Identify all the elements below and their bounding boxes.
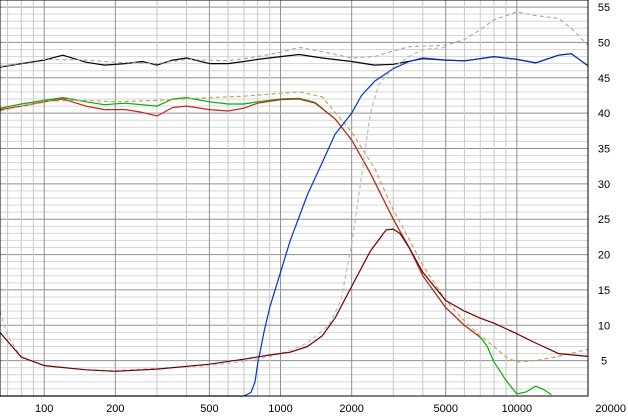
x-axis-tick-labels: 100 200 500 1000 2000 5000 10000 20000 xyxy=(35,403,626,415)
grid-lines xyxy=(0,0,589,397)
x-tick-label: 5000 xyxy=(433,403,457,415)
series-line-2 xyxy=(0,11,589,68)
x-tick-label: 500 xyxy=(200,403,218,415)
y-tick-label: 30 xyxy=(598,179,610,191)
x-tick-label: 200 xyxy=(106,403,124,415)
y-tick-label: 25 xyxy=(598,214,610,226)
y-axis-tick-labels: 5 10 15 20 25 30 35 40 45 50 55 xyxy=(598,2,610,368)
series-line-4 xyxy=(0,98,481,338)
x-tick-label: 10000 xyxy=(502,403,533,415)
y-tick-label: 55 xyxy=(598,2,610,14)
y-tick-label: 20 xyxy=(598,250,610,262)
y-tick-label: 5 xyxy=(601,356,607,368)
series-line-5 xyxy=(0,91,589,363)
y-tick-label: 40 xyxy=(598,108,610,120)
x-tick-label: 1000 xyxy=(268,403,292,415)
plot-frame xyxy=(0,0,589,397)
y-tick-label: 45 xyxy=(598,73,610,85)
y-tick-label: 50 xyxy=(598,37,610,49)
x-tick-label: 100 xyxy=(35,403,53,415)
series-line-7 xyxy=(0,46,446,372)
series-line-6 xyxy=(0,53,589,397)
series-line-8 xyxy=(0,228,589,372)
y-tick-label: 35 xyxy=(598,144,610,156)
x-tick-label: 20000 xyxy=(595,403,626,415)
y-tick-label: 10 xyxy=(598,320,610,332)
x-tick-label: 2000 xyxy=(339,403,363,415)
y-tick-label: 15 xyxy=(598,285,610,297)
series-layer xyxy=(0,11,589,397)
